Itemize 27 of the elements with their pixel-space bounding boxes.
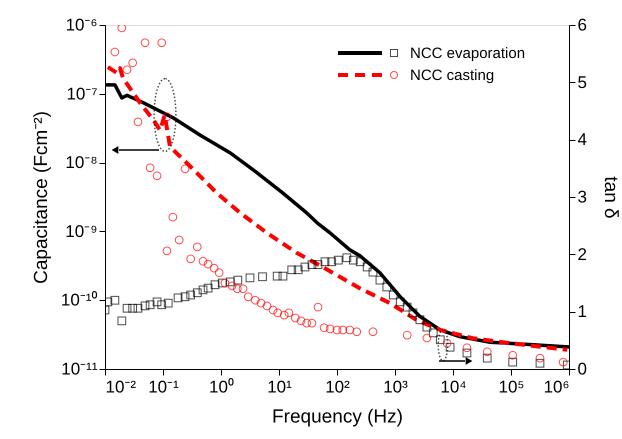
y-tick-label: 10⁻¹⁰ bbox=[60, 290, 98, 310]
y-axis-title: Capacitance (Fcm⁻²) bbox=[30, 111, 52, 284]
x-tick-label: 10⁴ bbox=[440, 378, 467, 396]
y2-axis-title: tan δ bbox=[600, 176, 621, 219]
x-tick-label: 10¹ bbox=[267, 378, 292, 396]
x-axis-title: Frequency (Hz) bbox=[272, 406, 403, 428]
y-tick-label: 10⁻¹¹ bbox=[61, 360, 98, 378]
y-tick-label: 10⁻⁶ bbox=[66, 16, 98, 34]
x-tick-label: 10³ bbox=[383, 378, 408, 396]
y2-tick-label: 6 bbox=[578, 16, 587, 34]
y-tick-label: 10⁻⁹ bbox=[65, 222, 98, 241]
x-tick-label: 10⁻¹ bbox=[148, 378, 180, 396]
x-tick-label: 10⁶ bbox=[544, 378, 570, 396]
y2-tick-label: 2 bbox=[578, 244, 587, 264]
x-tick-label: 10⁰ bbox=[209, 378, 234, 396]
legend-label: NCC casting bbox=[410, 67, 494, 84]
y-tick-label: 10⁻⁸ bbox=[65, 153, 98, 172]
y-tick-label: 10⁻⁷ bbox=[66, 84, 98, 104]
y2-tick-label: 1 bbox=[578, 302, 587, 322]
y2-tick-label: 3 bbox=[578, 188, 587, 206]
y2-tick-label: 0 bbox=[578, 360, 587, 378]
y2-tick-label: 4 bbox=[578, 130, 587, 150]
y2-tick-label: 5 bbox=[578, 72, 587, 92]
x-tick-label: 10⁵ bbox=[498, 378, 524, 396]
x-tick-label: 10² bbox=[325, 378, 350, 396]
x-tick-label: 10⁻² bbox=[106, 378, 136, 396]
legend-label: NCC evaporation bbox=[410, 45, 526, 62]
